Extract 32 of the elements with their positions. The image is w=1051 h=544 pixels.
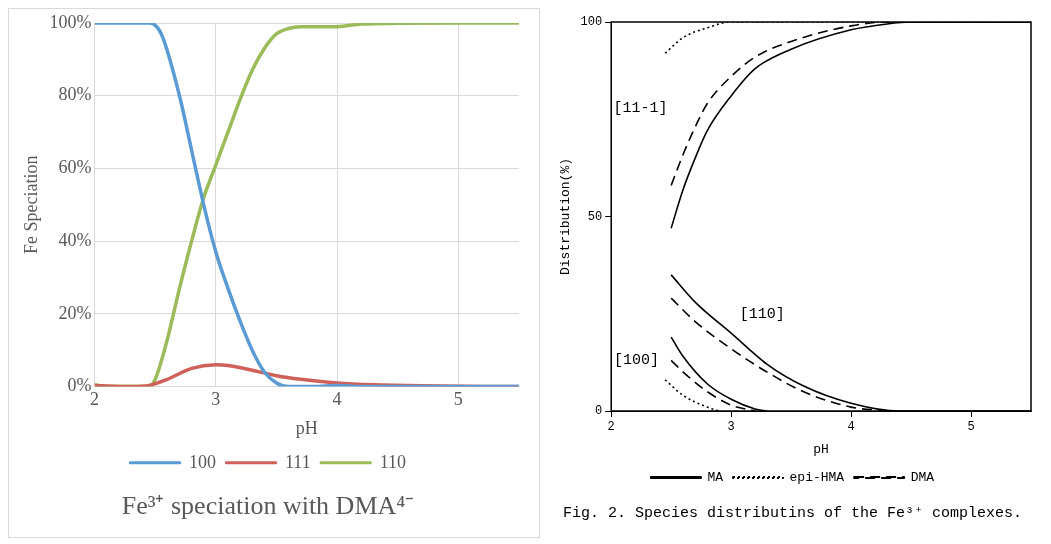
legend-label: 100 (189, 451, 216, 472)
annotation: [100] (613, 352, 659, 370)
y-tick-label: 100 (580, 15, 603, 30)
x-tick-label: 3 (727, 420, 735, 435)
legend-label: DMA (910, 469, 935, 485)
x-tick-label: 2 (607, 420, 615, 435)
y-tick-label: 50 (587, 209, 603, 224)
y-tick-label: 0 (595, 404, 603, 419)
text: Fig. 2. Species distributins of the Fe³⁺ complexes. (562, 504, 1023, 522)
y-axis-title: Distribution(%) (558, 157, 574, 276)
x-tick-label: 2 (90, 389, 100, 410)
x-axis-title: pH (813, 441, 829, 457)
text: Fe³⁺ speciation with DMA⁴⁻ (121, 491, 415, 521)
y-tick-label: 20% (58, 302, 92, 323)
annotation: [110] (739, 305, 785, 323)
legend-label: 111 (285, 451, 311, 472)
legend-label: epi-HMA (789, 469, 845, 485)
x-tick-label: 4 (847, 420, 855, 435)
y-axis-title: Fe Speciation (20, 155, 41, 255)
x-tick-label: 3 (211, 389, 221, 410)
y-tick-label: 100% (49, 11, 92, 32)
legend-label: 110 (379, 451, 407, 472)
x-axis-title: pH (295, 417, 318, 438)
y-tick-label: 40% (58, 229, 92, 250)
y-tick-label: 60% (58, 157, 92, 178)
y-tick-label: 0% (67, 375, 92, 396)
x-tick-label: 5 (967, 420, 975, 435)
legend-label: MA (707, 469, 724, 485)
x-tick-label: 4 (332, 389, 342, 410)
annotation: [11-1] (613, 99, 668, 117)
x-tick-label: 5 (453, 389, 463, 410)
y-tick-label: 80% (58, 84, 92, 105)
